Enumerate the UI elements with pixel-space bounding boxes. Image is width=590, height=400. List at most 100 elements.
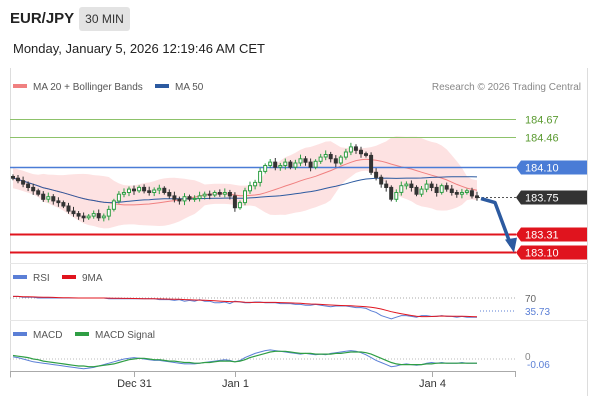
macd-signal-line (12, 350, 477, 368)
candle (328, 151, 333, 163)
credit-text: Research © 2026 Trading Central (432, 82, 581, 93)
candle (121, 188, 126, 198)
macd-legend-label: MACD (33, 330, 62, 341)
candle (81, 212, 86, 222)
candle (439, 183, 444, 195)
candle (197, 191, 202, 202)
candle (212, 190, 217, 198)
candle (237, 200, 242, 210)
candle (202, 191, 207, 200)
candle (66, 202, 71, 214)
candle (172, 191, 177, 203)
candle (46, 192, 51, 203)
candle (313, 159, 318, 170)
candle (454, 189, 459, 198)
x-tick-label: Jan 4 (419, 378, 446, 390)
x-tick-label: Jan 1 (222, 378, 249, 390)
ma20-legend-swatch (13, 84, 27, 88)
candle (61, 200, 66, 209)
candle (298, 154, 303, 167)
candle (323, 150, 328, 161)
candle (379, 174, 384, 188)
rsi-legend-label: RSI (33, 273, 50, 284)
candle (283, 158, 288, 170)
macd-legend-swatch (13, 332, 27, 336)
candle (303, 156, 308, 166)
candle (369, 152, 374, 175)
pivot-label: 184.10 (525, 163, 559, 175)
candle (11, 174, 15, 181)
support-1-label: 183.31 (525, 230, 559, 242)
candle (132, 185, 136, 195)
candle (142, 184, 147, 194)
ma50-legend-swatch (155, 84, 169, 88)
candle (394, 189, 399, 202)
candle (162, 186, 167, 195)
candle (263, 163, 268, 174)
candle (268, 159, 273, 169)
candle (409, 180, 414, 192)
candle (389, 185, 394, 202)
candle (116, 191, 121, 204)
timestamp: Monday, January 5, 2026 12:19:46 AM CET (13, 41, 265, 56)
candle (444, 182, 449, 192)
macd-legend: MACD MACD Signal (13, 330, 155, 341)
price-legend: MA 20 + Bollinger Bands MA 50 Research ©… (13, 82, 581, 93)
candle (21, 176, 26, 188)
resistance-1-label: 184.46 (525, 133, 559, 145)
candle (137, 185, 142, 193)
candle (96, 209, 101, 221)
candle (288, 160, 293, 170)
candle (243, 187, 247, 206)
candle (278, 162, 283, 171)
macd-signal-legend-label: MACD Signal (95, 330, 155, 341)
macd-line (12, 349, 477, 370)
price-levels: 184.67 184.46 184.10 183.75 183.31 183.10 (10, 115, 587, 260)
candle (232, 192, 237, 212)
candle (429, 181, 434, 192)
candle (469, 187, 474, 199)
candle (167, 189, 172, 199)
candle (177, 196, 182, 205)
symbol-title: EUR/JPY (10, 10, 75, 27)
support-2-label: 183.10 (525, 248, 559, 260)
candle (56, 197, 61, 207)
candle (157, 184, 162, 195)
candle (399, 181, 404, 196)
candle (459, 188, 464, 199)
macd-value-label: -0.06 (527, 360, 550, 371)
candle (187, 194, 192, 202)
rsi-level-label: 70 (525, 294, 537, 305)
candle (31, 183, 36, 195)
candle (258, 167, 263, 187)
candles (11, 142, 479, 222)
support-1-tag (516, 227, 587, 242)
candle (419, 186, 424, 197)
candle (41, 191, 46, 202)
projection-arrow-shaft (480, 196, 513, 247)
candle (192, 195, 197, 202)
macd-signal-legend-swatch (75, 332, 89, 336)
candle (222, 188, 227, 198)
candle (308, 158, 313, 172)
candle (318, 153, 323, 164)
projection-arrow (480, 196, 517, 253)
projection-arrow-head (505, 237, 517, 253)
rsi-ma-line (13, 295, 478, 318)
candle (424, 179, 429, 193)
candle (364, 151, 368, 158)
candle (36, 188, 41, 197)
candle (86, 214, 91, 220)
rsi-ma-legend-label: 9MA (82, 273, 103, 284)
candle (374, 168, 379, 181)
timeframe-badge[interactable]: 30 MIN (79, 7, 130, 31)
candle (227, 189, 232, 200)
rsi-line (13, 295, 477, 320)
candle (101, 213, 106, 222)
candle (343, 148, 348, 160)
ma50-legend-label: MA 50 (175, 82, 204, 93)
candle (464, 188, 469, 195)
pivot-tag (516, 160, 587, 175)
candle (384, 180, 389, 192)
